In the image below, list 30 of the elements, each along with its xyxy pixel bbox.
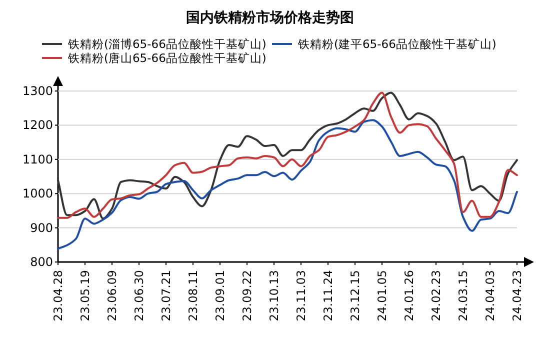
y-tick-label: 1000 — [22, 186, 53, 201]
x-tick-label: 23.11.24 — [321, 270, 335, 322]
y-tick-label: 1100 — [22, 152, 53, 166]
y-tick-label: 1200 — [22, 118, 53, 132]
x-tick-label: 23.04.28 — [51, 270, 65, 322]
legend-item: 铁精粉(唐山65-66品位酸性干基矿山) — [42, 51, 266, 65]
legend-item: 铁精粉(建平65-66品位酸性干基矿山) — [272, 37, 496, 51]
x-tick-label: 23.06.09 — [105, 270, 119, 322]
x-tick-label: 24.03.15 — [456, 270, 470, 322]
line-series — [57, 92, 518, 220]
x-tick-label: 23.12.15 — [348, 270, 362, 322]
x-tick-label: 24.04.03 — [483, 270, 497, 322]
x-tick-label: 23.09.01 — [213, 270, 227, 322]
x-tick-label: 23.07.21 — [159, 270, 173, 322]
x-tick-label: 23.06.30 — [132, 270, 146, 322]
x-tick-label: 24.02.23 — [429, 270, 443, 322]
x-tick-label: 23.05.19 — [78, 270, 92, 322]
x-tick-label: 24.01.26 — [402, 270, 416, 322]
legend-item: 铁精粉(淄博65-66品位酸性干基矿山) — [42, 37, 266, 51]
x-tick-label: 23.09.22 — [240, 270, 254, 322]
x-tick-label: 23.11.03 — [294, 270, 308, 322]
y-tick-label: 900 — [30, 220, 53, 235]
x-tick-label: 23.08.11 — [186, 270, 200, 322]
x-tick-label: 24.04.23 — [510, 270, 524, 322]
y-tick-label: 1300 — [22, 84, 53, 98]
x-tick-label: 24.01.05 — [375, 270, 389, 322]
line-series — [57, 119, 518, 250]
x-tick-label: 23.10.13 — [267, 270, 281, 322]
y-tick-label: 800 — [30, 255, 53, 269]
chart-title: 国内铁精粉市场价格走势图 — [186, 9, 354, 26]
